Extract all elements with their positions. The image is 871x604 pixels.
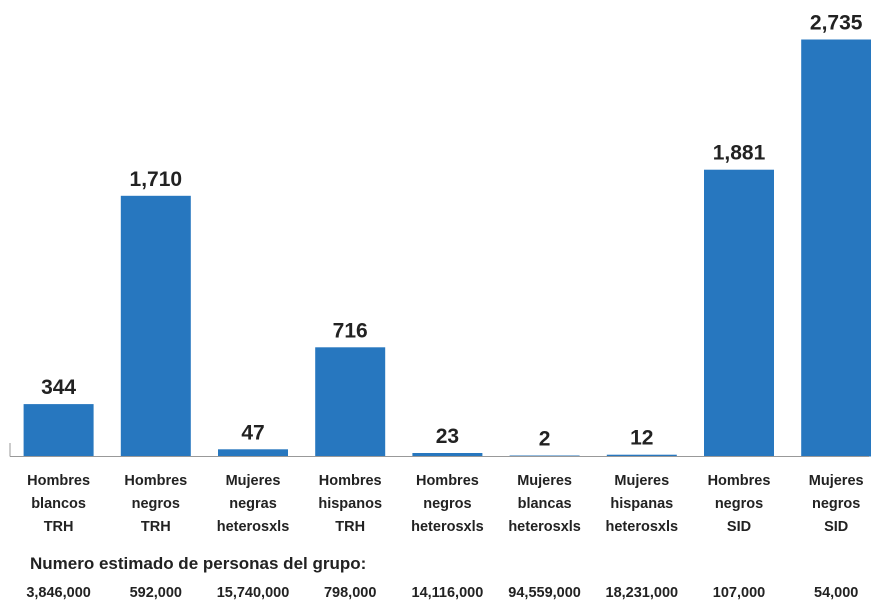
population-label-1: 592,000: [130, 585, 182, 601]
value-label-2: 47: [241, 421, 264, 444]
category-label-5: Mujeres blancas heterosxls: [508, 473, 581, 535]
value-label-5: 2: [539, 428, 551, 451]
value-label-3: 716: [333, 319, 368, 342]
bar-1: [120, 195, 191, 457]
category-label-8: Mujeres negros SID: [809, 473, 864, 535]
bar-8: [801, 39, 871, 457]
value-label-8: 2,735: [810, 12, 863, 35]
population-label-4: 14,116,000: [412, 585, 484, 601]
bar-0: [23, 404, 94, 457]
bar-6: [606, 454, 677, 457]
population-label-3: 798,000: [324, 585, 376, 601]
bar-7: [704, 169, 774, 457]
population-label-5: 94,559,000: [508, 585, 581, 601]
category-label-1: Hombres negros TRH: [124, 473, 187, 535]
value-label-0: 344: [41, 376, 76, 399]
bar-3: [315, 347, 386, 457]
bars-group: [23, 39, 871, 457]
category-label-3: Hombres hispanos TRH: [318, 473, 382, 535]
population-heading: Numero estimado de personas del grupo:: [30, 554, 366, 573]
population-label-6: 18,231,000: [606, 585, 679, 601]
bar-4: [412, 453, 483, 457]
value-label-7: 1,881: [713, 142, 766, 165]
value-label-6: 12: [630, 427, 653, 450]
value-labels-group: 344 1,710 47 716 23 2 12 1,881 2,735: [41, 12, 863, 451]
population-label-8: 54,000: [814, 585, 858, 601]
population-label-7: 107,000: [713, 585, 765, 601]
category-label-4: Hombres negros heterosxls: [411, 473, 484, 535]
category-label-7: Hombres negros SID: [708, 473, 771, 535]
category-label-6: Mujeres hispanas heterosxls: [606, 473, 679, 535]
population-label-2: 15,740,000: [217, 585, 290, 601]
population-labels-group: 3,846,000 592,000 15,740,000 798,000 14,116,…: [26, 585, 858, 601]
population-label-0: 3,846,000: [26, 585, 91, 601]
value-label-1: 1,710: [130, 168, 183, 191]
value-label-4: 23: [436, 425, 459, 448]
category-label-0: Hombres blancos TRH: [27, 473, 90, 535]
bar-2: [218, 449, 288, 457]
category-label-2: Mujeres negras heterosxls: [217, 473, 290, 535]
category-labels-group: Hombres blancos TRH Hombres negros TRH Mujeres…: [27, 473, 863, 535]
